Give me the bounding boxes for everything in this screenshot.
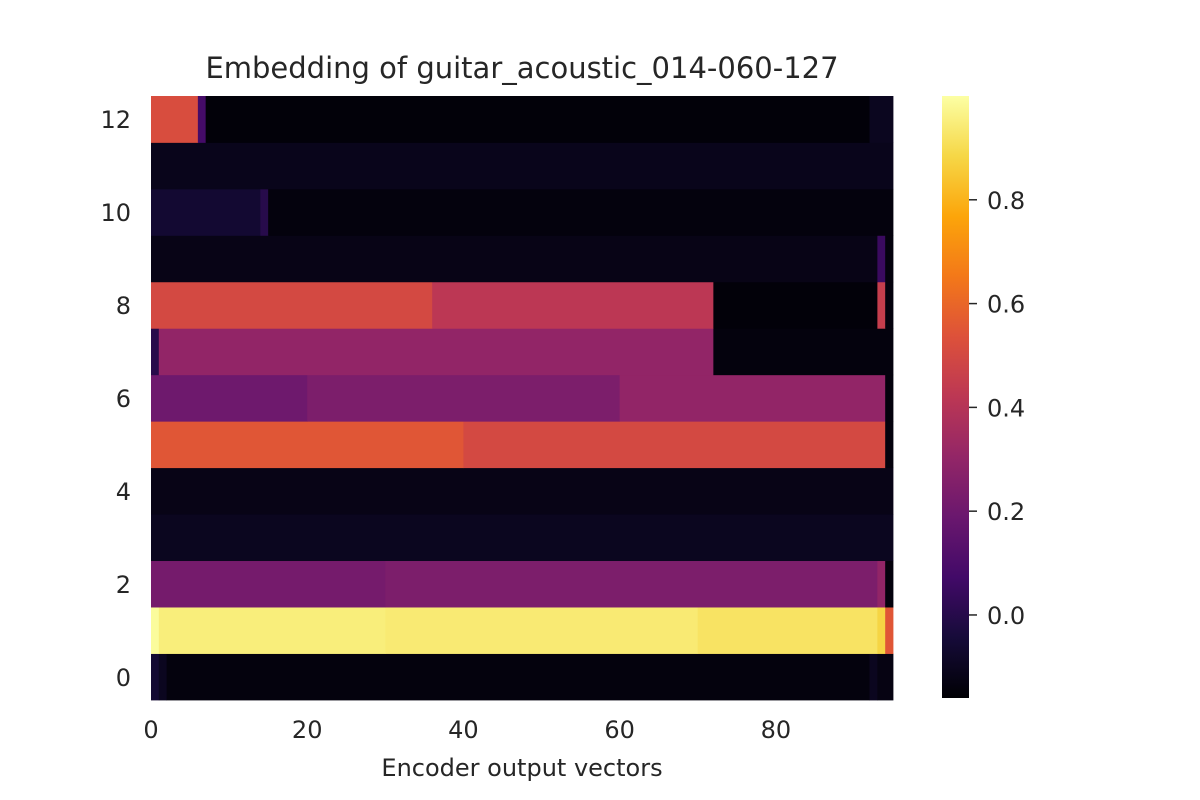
colorbar-ticks: 0.0 0.2 0.4 0.6 0.8 <box>969 187 1025 630</box>
heatmap-cell-dim-6 <box>619 374 886 422</box>
heatmap-cell-dim-0 <box>877 653 894 701</box>
heatmap-cell-dim-3 <box>151 514 894 562</box>
heatmap-cell-dim-1 <box>151 607 160 654</box>
heatmap-cell-dim-0 <box>869 653 878 701</box>
heatmap-cell-dim-1 <box>697 607 878 654</box>
heatmap-cell-dim-8 <box>713 281 878 329</box>
heatmap-cell-dim-5 <box>151 421 464 469</box>
colorbar-tick-label: 0.4 <box>987 394 1025 422</box>
colorbar-tick-label: 0.8 <box>987 187 1025 215</box>
heatmap-cell-dim-12 <box>197 96 207 143</box>
heatmap-cell-dim-7 <box>713 328 894 376</box>
colorbar-tick-label: 0.2 <box>987 498 1025 526</box>
heatmap-cell-dim-5 <box>885 421 894 469</box>
heatmap-cell-dim-8 <box>151 281 433 329</box>
heatmap-cell-dim-11 <box>151 142 894 190</box>
heatmap-cell-dim-2 <box>151 560 386 608</box>
heatmap-cell-dim-8 <box>885 281 894 329</box>
y-tick-label: 6 <box>116 385 131 413</box>
heatmap-cell-dim-6 <box>151 374 308 422</box>
heatmap-cell-dim-2 <box>385 560 878 608</box>
y-tick-label: 0 <box>116 664 131 692</box>
heatmap-cell-dim-5 <box>463 421 886 469</box>
y-tick-label: 10 <box>100 199 131 227</box>
heatmap-cell-dim-1 <box>385 607 699 654</box>
heatmap-cell-dim-7 <box>158 328 714 376</box>
y-tick-label: 12 <box>100 106 131 134</box>
heatmap-cell-dim-8 <box>432 281 714 329</box>
x-tick-label: 40 <box>448 716 479 744</box>
heatmap-cell-dim-8 <box>877 281 886 329</box>
heatmap-cell-dim-6 <box>307 374 621 422</box>
heatmap-cell-dim-9 <box>877 235 886 283</box>
heatmap-cell-dim-1 <box>885 607 894 654</box>
heatmap-cell-dim-7 <box>151 328 160 376</box>
heatmap-cell-dim-0 <box>166 653 870 701</box>
chart-title: Embedding of guitar_acoustic_014-060-127 <box>205 51 838 85</box>
heatmap-cell-dim-10 <box>260 188 269 236</box>
y-tick-label: 2 <box>116 571 131 599</box>
heatmap-cell-dim-4 <box>151 467 894 515</box>
colorbar <box>942 96 969 698</box>
heatmap-cell-dim-12 <box>151 96 199 143</box>
y-axis-ticks: 0 2 4 6 8 10 12 <box>100 106 131 692</box>
heatmap-cell-dim-1 <box>877 607 886 654</box>
x-tick-label: 60 <box>604 716 635 744</box>
heatmap-cell-dim-0 <box>151 653 160 701</box>
heatmap-cell-dim-2 <box>885 560 894 608</box>
heatmap-cell-dim-12 <box>869 96 894 143</box>
heatmap-cell-dim-6 <box>885 374 894 422</box>
heatmap-cell-dim-9 <box>151 235 878 283</box>
heatmap-cell-dim-0 <box>158 653 168 701</box>
colorbar-tick-label: 0.0 <box>987 602 1025 630</box>
heatmap-cell-dim-12 <box>205 96 870 143</box>
heatmap-cell-dim-10 <box>268 188 894 236</box>
y-tick-label: 4 <box>116 478 131 506</box>
heatmap-cells <box>151 96 894 701</box>
x-axis-ticks: 0 20 40 60 80 <box>143 716 791 744</box>
heatmap-cell-dim-2 <box>877 560 886 608</box>
x-tick-label: 80 <box>761 716 792 744</box>
heatmap-cell-dim-10 <box>151 188 261 236</box>
heatmap-cell-dim-9 <box>885 235 894 283</box>
x-tick-label: 20 <box>292 716 323 744</box>
y-tick-label: 8 <box>116 292 131 320</box>
x-axis-label: Encoder output vectors <box>381 754 662 782</box>
x-tick-label: 0 <box>143 716 158 744</box>
heatmap-cell-dim-1 <box>158 607 386 654</box>
colorbar-tick-label: 0.6 <box>987 291 1025 319</box>
